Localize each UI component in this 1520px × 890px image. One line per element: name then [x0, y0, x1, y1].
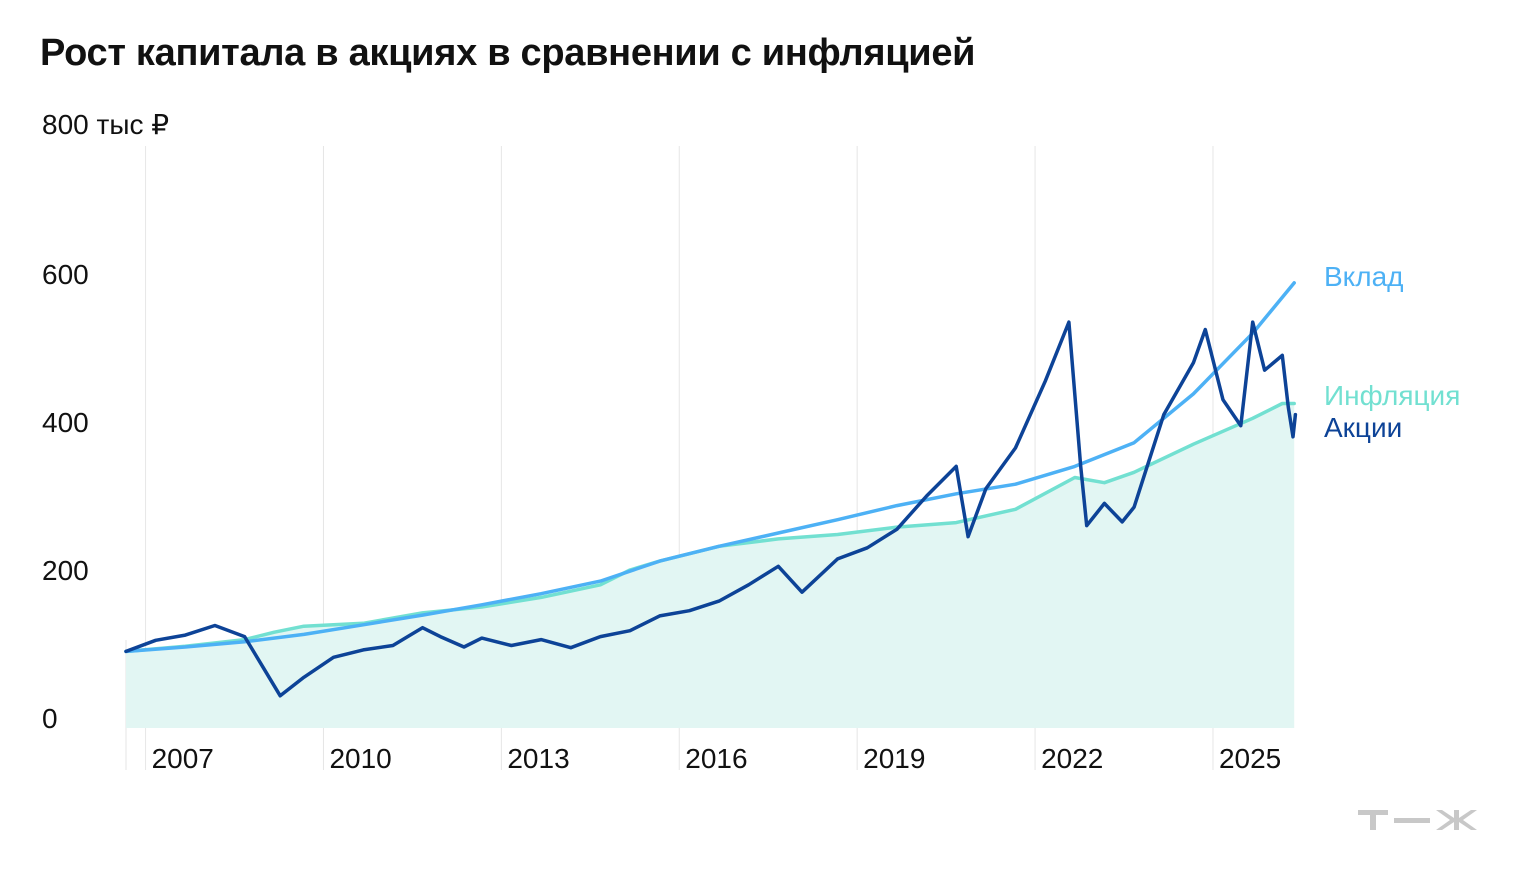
- y-axis-ticks: 0 200 400 600: [42, 259, 89, 734]
- series-label-2: Акции: [1324, 412, 1402, 443]
- x-tick-label: 2022: [1041, 743, 1103, 774]
- x-tick-label: 2016: [685, 743, 747, 774]
- series-line-0: [124, 281, 1296, 654]
- y-tick-label: 200: [42, 555, 89, 586]
- y-tick-label: 400: [42, 407, 89, 438]
- y-axis-unit-label: 800 тыс ₽: [42, 109, 170, 140]
- series-label-0: Вклад: [1324, 261, 1404, 292]
- y-tick-label: 600: [42, 259, 89, 290]
- y-tick-label: 0: [42, 703, 58, 734]
- x-tick-label: 2025: [1219, 743, 1281, 774]
- series-lines: [124, 281, 1298, 698]
- tzh-logo-icon: [1358, 810, 1477, 830]
- series-labels: Инфляция Вклад Акции: [1324, 261, 1460, 443]
- series-label-1: Инфляция: [1324, 380, 1460, 411]
- x-tick-label: 2007: [152, 743, 214, 774]
- inflation-area: [126, 403, 1295, 728]
- x-tick-label: 2013: [507, 743, 569, 774]
- chart-title: Рост капитала в акциях в сравнении с инф…: [40, 32, 976, 74]
- series-line-2: [124, 320, 1298, 698]
- x-tick-label: 2010: [329, 743, 391, 774]
- x-axis-ticks: 2007 2010 2013 2016 2019 2022 2025: [152, 743, 1282, 774]
- inflation-area-fill: [126, 403, 1295, 728]
- x-tick-label: 2019: [863, 743, 925, 774]
